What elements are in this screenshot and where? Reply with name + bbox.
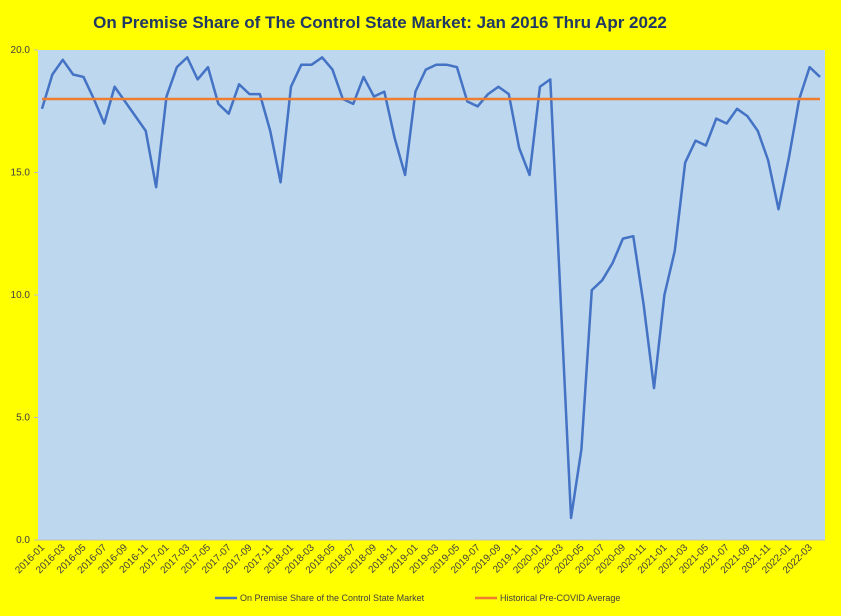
legend-label: Historical Pre-COVID Average	[500, 593, 620, 603]
legend-label: On Premise Share of the Control State Ma…	[240, 593, 425, 603]
series-line	[40, 56, 821, 520]
y-tick-label: 15.0	[11, 168, 31, 179]
chart-title: On Premise Share of The Control State Ma…	[93, 13, 667, 32]
plot-area	[38, 50, 825, 540]
y-tick-label: 5.0	[16, 413, 30, 424]
y-tick-label: 0.0	[16, 535, 30, 546]
y-tick-label: 10.0	[11, 290, 31, 301]
y-tick-label: 20.0	[11, 45, 31, 56]
